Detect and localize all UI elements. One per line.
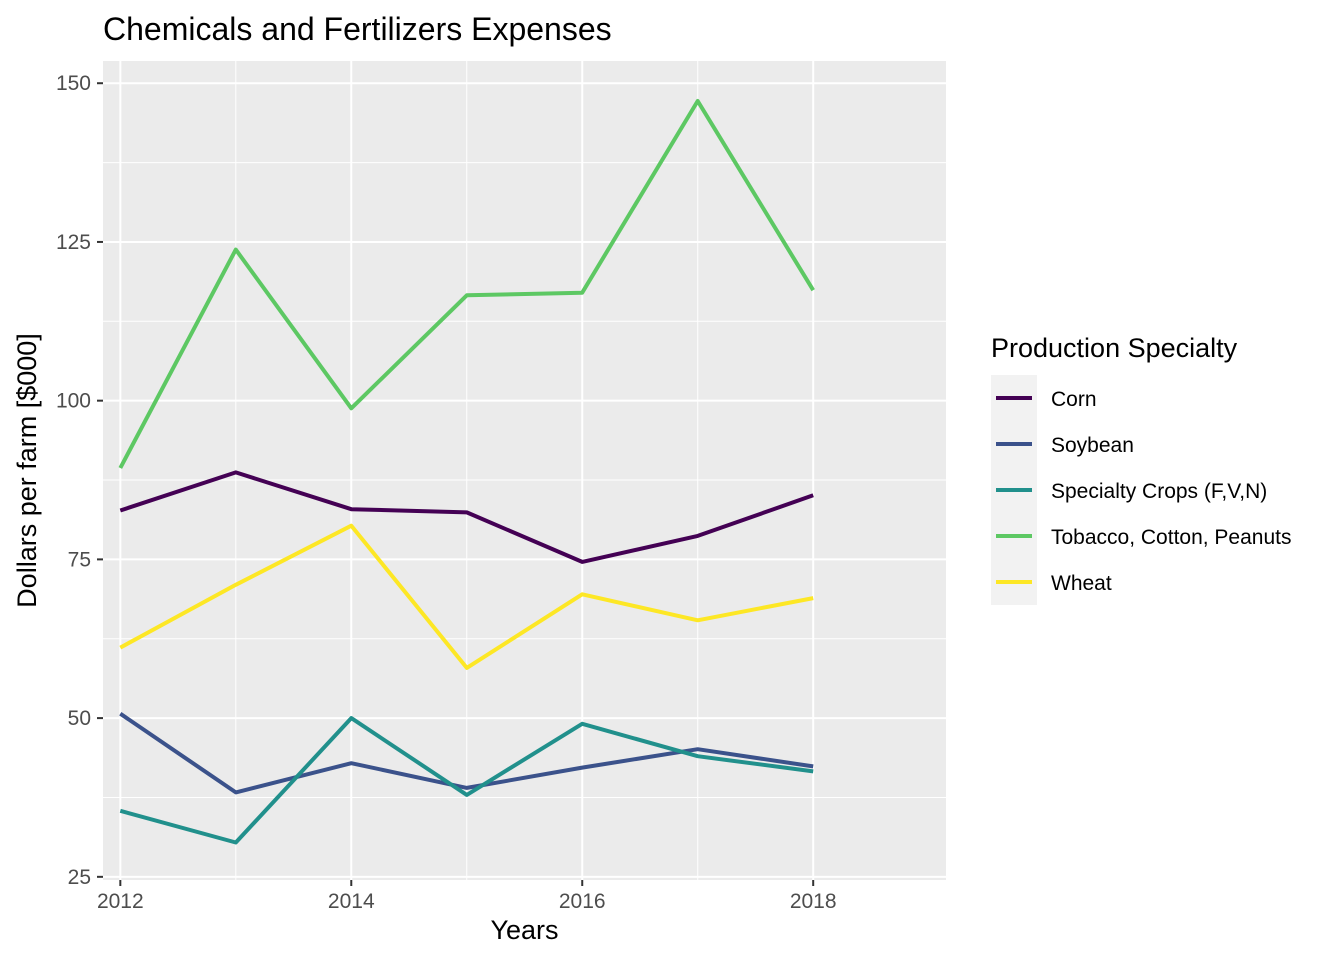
series-line-tobacco-cotton-peanuts — [118, 99, 815, 469]
series-line-corn — [119, 470, 814, 564]
x-tick-label: 2018 — [790, 890, 837, 913]
legend-label: Soybean — [1051, 434, 1134, 457]
x-tick-label: 2016 — [559, 890, 606, 913]
x-tick-label: 2014 — [328, 890, 375, 913]
y-tick-label: 125 — [56, 231, 91, 254]
grid-lines — [103, 61, 946, 880]
x-tick-label: 2012 — [97, 890, 144, 913]
legend-label: Wheat — [1051, 572, 1112, 595]
legend-label: Tobacco, Cotton, Peanuts — [1051, 526, 1292, 549]
legend-label: Corn — [1051, 388, 1097, 411]
series-lines — [118, 99, 815, 845]
y-axis: 25 50 75 100 125 150 — [56, 72, 103, 889]
y-axis-title: Dollars per farm [$000] — [12, 333, 42, 608]
x-axis-title: Years — [490, 915, 558, 945]
y-tick-label: 150 — [56, 72, 91, 95]
legend-title: Production Specialty — [991, 333, 1238, 363]
legend-label: Specialty Crops (F,V,N) — [1051, 480, 1267, 503]
legend-items: Corn Soybean Specialty Crops (F,V,N) Tobacc… — [996, 388, 1292, 595]
y-tick-label: 75 — [68, 548, 91, 571]
plot-panel — [103, 61, 946, 880]
series-line-specialty-crops-f-v-n — [119, 716, 814, 845]
y-tick-label: 25 — [68, 866, 91, 889]
series-line-soybean — [119, 712, 814, 795]
y-tick-label: 100 — [56, 390, 91, 413]
series-line-wheat — [119, 523, 814, 670]
legend: Production Specialty Corn Soybean Specialt… — [991, 333, 1292, 605]
y-tick-label: 50 — [68, 707, 91, 730]
chart-title: Chemicals and Fertilizers Expenses — [103, 11, 612, 47]
x-axis: 2012 2014 2016 2018 — [97, 880, 837, 913]
